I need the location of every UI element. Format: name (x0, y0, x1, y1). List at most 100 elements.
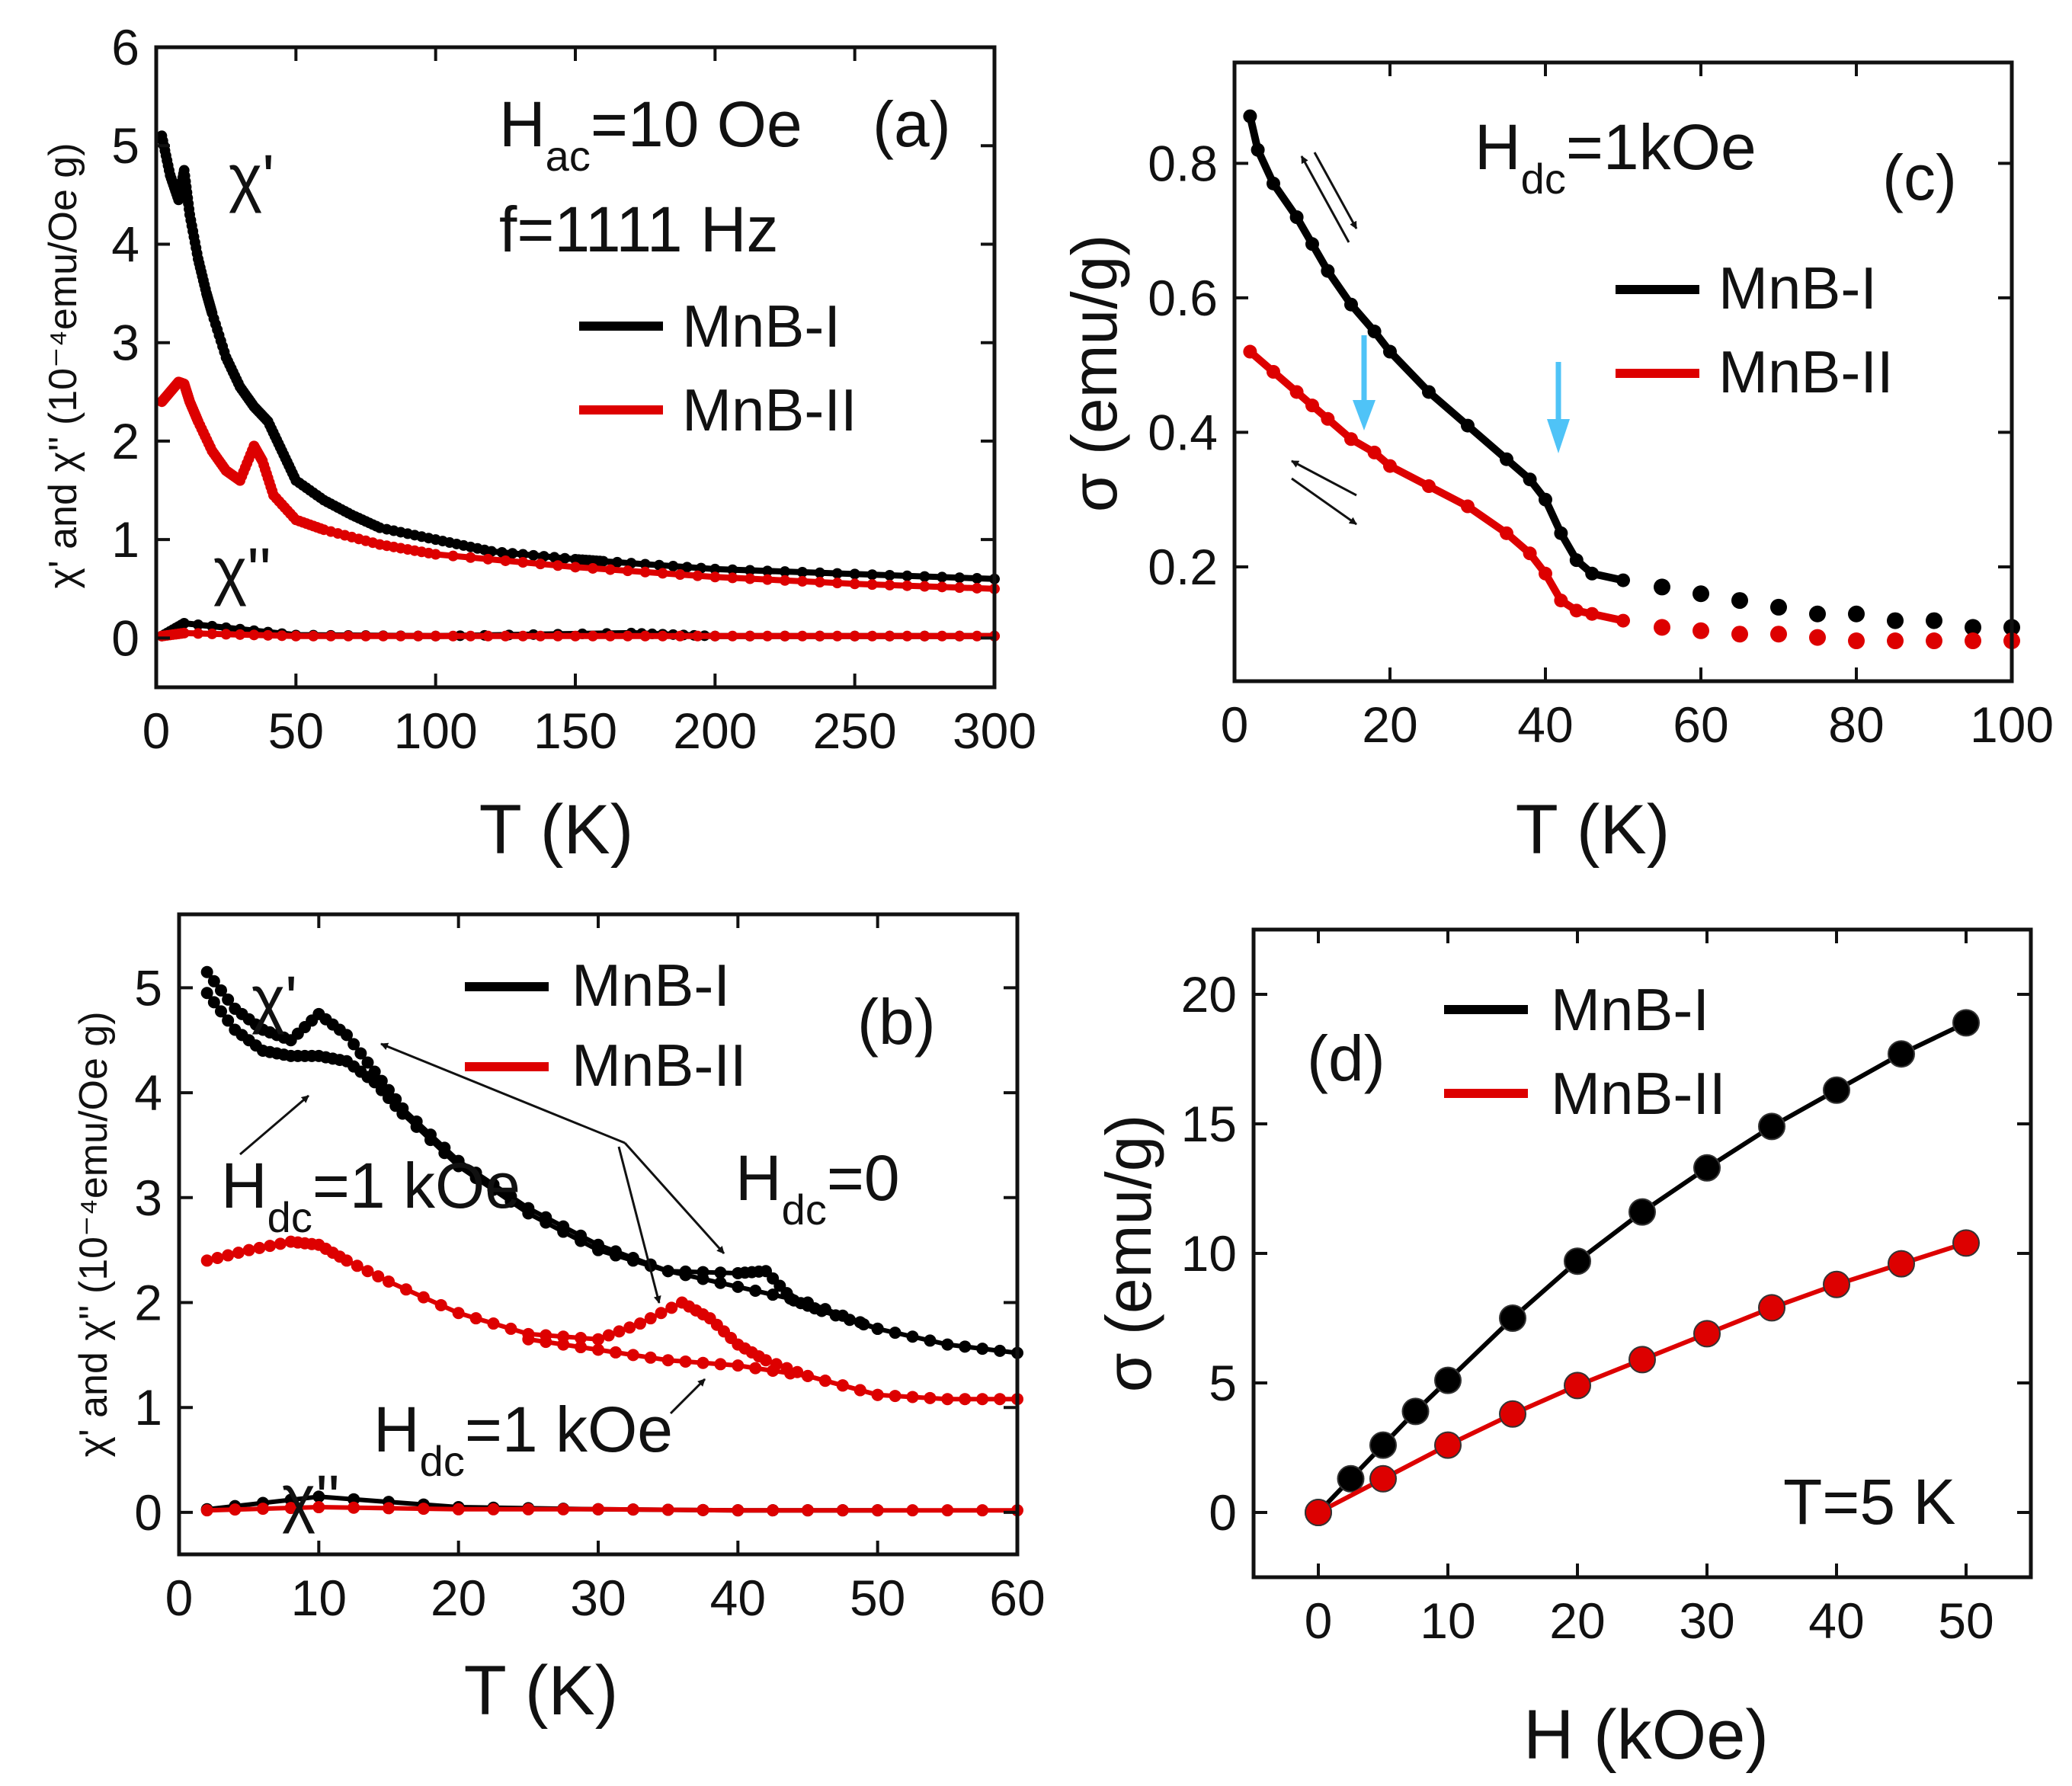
data-point (679, 1355, 692, 1368)
data-point (465, 552, 476, 563)
data-point (325, 630, 337, 642)
series-mnb-ii-hdc-1-koe (522, 1333, 884, 1401)
data-point (994, 1393, 1007, 1406)
data-point (248, 629, 260, 641)
y-tick-label: 1 (134, 1379, 162, 1436)
data-point (871, 1322, 884, 1335)
data-point (836, 1504, 849, 1517)
panel-a-ylabel: χ' and χ'' (10⁻⁴emu/Oe g) (41, 142, 85, 588)
data-point (924, 1391, 937, 1404)
data-point (732, 1359, 745, 1372)
data-point (396, 1107, 409, 1120)
data-point (697, 1503, 709, 1516)
data-point (889, 1327, 901, 1340)
data-point (200, 1504, 213, 1517)
data-point (1888, 1250, 1915, 1278)
data-point (901, 570, 913, 581)
y-tick-label: 0.4 (1148, 404, 1218, 460)
x-tick-label: 50 (850, 1570, 905, 1626)
hdc-sub: dc (420, 1437, 465, 1485)
data-point (661, 1503, 674, 1516)
data-point (372, 1270, 385, 1283)
data-point (622, 565, 633, 577)
data-point (1887, 612, 1904, 629)
data-point (424, 1134, 437, 1147)
data-point (639, 630, 651, 642)
data-point (559, 552, 571, 564)
data-point (623, 1321, 636, 1334)
data-point (681, 562, 693, 573)
data-point (1422, 385, 1436, 399)
panel-b-chi-prime-label: χ' (251, 963, 297, 1035)
data-point (535, 630, 546, 642)
data-point (919, 581, 930, 592)
data-point (347, 1501, 360, 1514)
panel-b-hdc-zero: Hdc=0 (735, 1142, 900, 1234)
data-point (976, 1393, 989, 1406)
data-point (1628, 1346, 1656, 1374)
data-point (937, 581, 948, 593)
data-point (884, 579, 895, 591)
data-point (528, 549, 539, 561)
x-tick-label: 40 (1517, 696, 1573, 753)
series-line (206, 1239, 1017, 1402)
data-point (762, 565, 773, 577)
transition-arrow-42k (1547, 362, 1570, 453)
data-point (665, 1301, 678, 1314)
data-point (1848, 632, 1865, 650)
data-point (1770, 598, 1787, 616)
data-point (639, 559, 651, 570)
hdc-h: H (735, 1142, 782, 1214)
data-point (1344, 432, 1358, 446)
data-point (1564, 1372, 1591, 1400)
panel-b-plot-area (200, 965, 1023, 1517)
panel-b: 0 10 20 30 40 50 60 0 1 2 3 4 5 T (K) χ' and χ'' (10… (72, 912, 1046, 1730)
data-point (575, 1331, 588, 1344)
data-point (767, 1504, 780, 1517)
data-point (906, 1330, 919, 1343)
hdc-value: =1kOe (1566, 111, 1757, 183)
data-point (924, 1334, 937, 1347)
data-point (814, 630, 825, 642)
data-point (727, 630, 738, 642)
x-tick-label: 100 (394, 703, 478, 759)
series-segment (1386, 347, 1433, 396)
x-tick-label: 250 (813, 703, 897, 759)
data-point (654, 559, 665, 571)
data-point (626, 1349, 639, 1362)
data-point (884, 570, 895, 581)
hdc-sub: dc (782, 1186, 827, 1234)
data-point (1758, 1294, 1785, 1322)
data-point (762, 574, 773, 585)
hdc-h: H (221, 1150, 267, 1221)
data-point (1823, 1076, 1850, 1104)
y-tick-label: 6 (111, 19, 139, 75)
data-point (612, 556, 623, 568)
data-point (417, 1503, 430, 1516)
data-point (351, 1259, 363, 1272)
y-tick-label: 0.6 (1148, 270, 1218, 326)
data-point (697, 1272, 709, 1285)
data-point (360, 630, 371, 642)
hdc-h: H (1475, 111, 1521, 183)
data-point (1554, 594, 1568, 608)
data-point (207, 628, 218, 639)
data-point (849, 578, 860, 590)
data-point (557, 1225, 570, 1238)
direction-arrow-up (1300, 155, 1350, 243)
hdc-value: =1 kOe (465, 1394, 673, 1465)
data-point (749, 1285, 762, 1298)
x-tick-label: 300 (953, 703, 1036, 759)
data-point (796, 630, 808, 642)
data-point (341, 1029, 353, 1042)
data-point (222, 1014, 235, 1027)
data-point (709, 563, 721, 575)
data-point (657, 568, 668, 579)
panel-b-legend: MnB-I MnB-II (465, 952, 747, 1099)
data-point (253, 1241, 266, 1254)
data-point (1569, 603, 1584, 618)
panel-c-xlabel: T (K) (1516, 791, 1670, 869)
data-point (200, 987, 213, 1000)
panel-b-ticks: 0 10 20 30 40 50 60 0 1 2 3 4 5 (134, 914, 1046, 1626)
panel-d-temperature-annotation: T=5 K (1783, 1466, 1955, 1538)
